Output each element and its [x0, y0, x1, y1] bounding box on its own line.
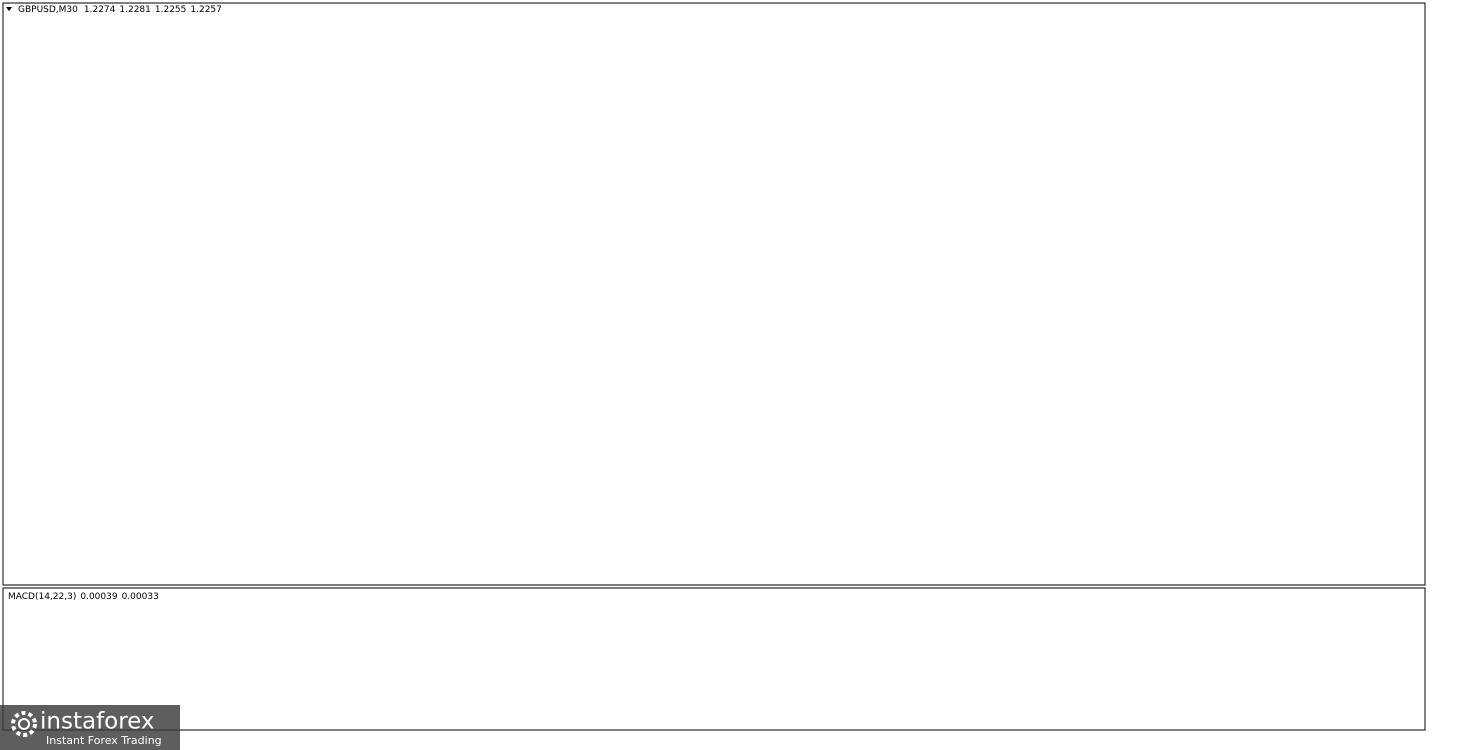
header-open: 1.2274 [84, 5, 116, 15]
brand-tagline: Instant Forex Trading [46, 734, 162, 747]
main-frame [2, 2, 1426, 586]
header-low: 1.2255 [155, 5, 187, 15]
header-high: 1.2281 [119, 5, 151, 15]
logo-gear [11, 711, 37, 737]
brand-logo: instaforex Instant Forex Trading [0, 705, 180, 750]
chart-header: GBPUSD,M30 1.2274 1.2281 1.2255 1.2257 [18, 5, 222, 15]
indicator-header: MACD(14,22,3) 0.00039 0.00033 [8, 592, 159, 602]
indicator-name: MACD(14,22,3) [8, 592, 76, 602]
indicator-frame [2, 587, 1426, 731]
symbol: GBPUSD,M30 [18, 5, 78, 15]
indicator-signal-last: 0.00033 [122, 592, 159, 602]
menu-triangle [6, 7, 12, 11]
indicator-macd-last: 0.00039 [80, 592, 117, 602]
brand-name: instaforex [40, 709, 155, 735]
logo-gear-core [18, 718, 30, 730]
header-close: 1.2257 [190, 5, 222, 15]
